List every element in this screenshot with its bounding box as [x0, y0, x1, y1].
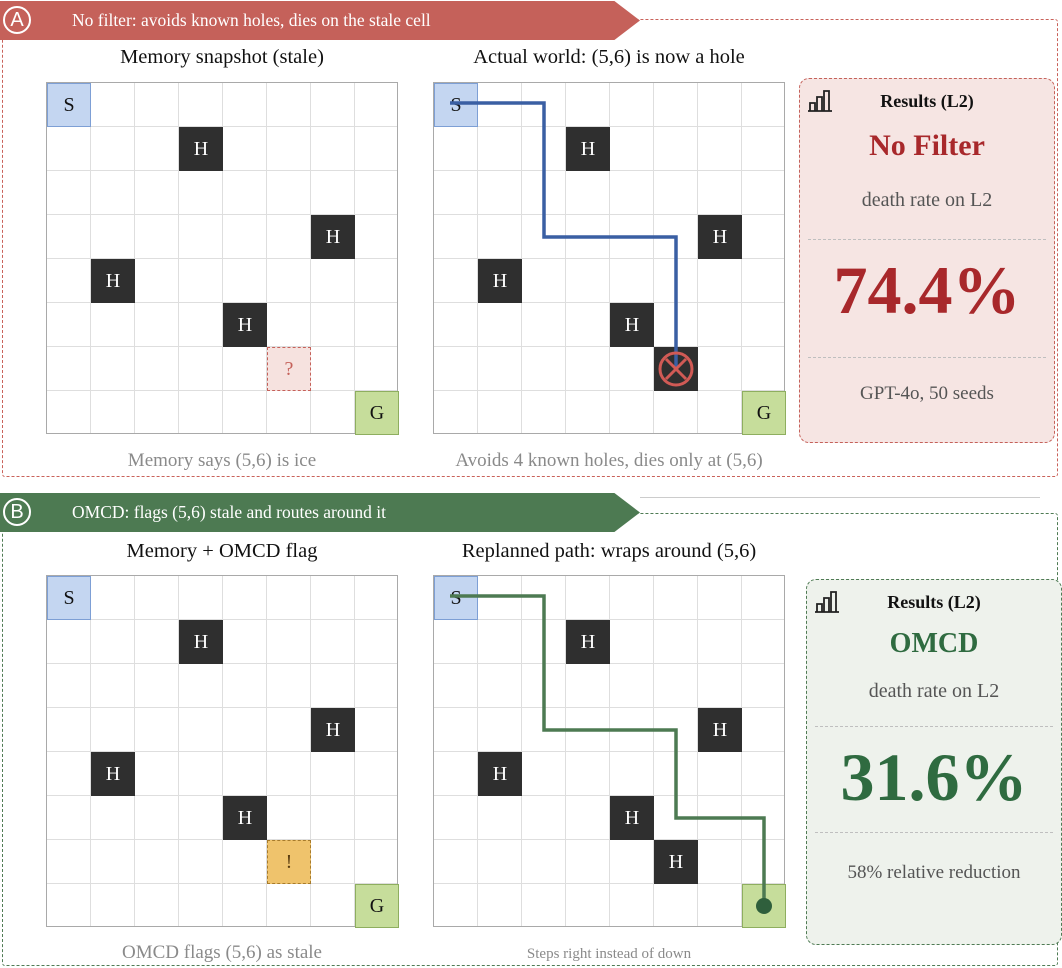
hole-cell: H	[179, 620, 223, 664]
panel-divider	[640, 497, 1040, 498]
results-footer: GPT-4o, 50 seeds	[860, 383, 994, 404]
results-heading: Results (L2)	[880, 91, 974, 111]
panel-a-memory-grid: S G H H H H?	[46, 82, 399, 435]
hole-cell: H	[223, 303, 267, 347]
panel-a-badge: A	[3, 6, 31, 34]
new-hole-cell: H	[654, 840, 698, 884]
bar-chart-icon	[808, 90, 832, 112]
hole-cell: H	[223, 796, 267, 840]
separator	[808, 239, 1046, 240]
hole-cell: H	[91, 259, 135, 303]
panel-b-left-title: Memory + OMCD flag	[126, 540, 318, 562]
method-name: No Filter	[869, 129, 985, 162]
goal-cell: G	[355, 391, 399, 435]
bar-chart-icon	[815, 591, 839, 613]
hole-cell: H	[610, 303, 654, 347]
agent-path-no-filter	[450, 101, 694, 387]
metric-subtitle: death rate on L2	[868, 680, 1000, 702]
panel-b-left-caption: OMCD flags (5,6) as stale	[122, 942, 322, 963]
hole-cell: H	[91, 752, 135, 796]
hole-cell: H	[610, 796, 654, 840]
panel-b-banner-text: OMCD: flags (5,6) stale and routes aroun…	[72, 502, 386, 522]
start-cell: S	[47, 576, 91, 620]
results-footer: 58% relative reduction	[847, 862, 1021, 883]
panel-a-banner-text: No filter: avoids known holes, dies on t…	[72, 10, 431, 30]
panel-a-left-title: Memory snapshot (stale)	[120, 46, 324, 68]
panel-b-banner: B OMCD: flags (5,6) stale and routes aro…	[0, 493, 640, 532]
death-rate-value: 74.4%	[833, 252, 1021, 328]
hole-cell: H	[478, 752, 522, 796]
hole-cell: H	[311, 215, 355, 259]
hole-cell: H	[698, 215, 742, 259]
panel-a-right-caption: Avoids 4 known holes, dies only at (5,6)	[455, 450, 763, 471]
hole-cell: H	[566, 127, 610, 171]
method-name: OMCD	[889, 628, 979, 659]
death-marker-icon	[658, 351, 694, 387]
panel-b-badge: B	[3, 498, 31, 526]
hole-cell: H	[179, 127, 223, 171]
hole-cell: H	[478, 259, 522, 303]
panel-b-results-card: Results (L2) OMCD death rate on L2 31.6%…	[806, 579, 1062, 945]
hole-cell: H	[698, 708, 742, 752]
hole-cell: H	[566, 620, 610, 664]
panel-a-right-title: Actual world: (5,6) is now a hole	[473, 46, 745, 68]
panel-b-memory-grid: S G H H H H!	[46, 575, 399, 928]
stale-flag-cell: !	[267, 840, 311, 884]
agent-path-omcd	[450, 594, 772, 914]
stale-cell-question: ?	[267, 347, 311, 391]
separator	[808, 357, 1046, 358]
panel-a-left-caption: Memory says (5,6) is ice	[127, 450, 317, 471]
goal-cell: G	[355, 884, 399, 928]
results-heading: Results (L2)	[887, 592, 981, 612]
death-rate-value: 31.6%	[840, 739, 1028, 815]
separator	[815, 726, 1053, 727]
separator	[815, 832, 1053, 833]
goal-reached-marker	[756, 898, 772, 914]
panel-b-right-title: Replanned path: wraps around (5,6)	[461, 540, 757, 562]
start-cell: S	[47, 83, 91, 127]
panel-b-replanned-grid: SGHHHHH	[433, 575, 786, 928]
metric-subtitle: death rate on L2	[861, 189, 993, 211]
panel-a-banner: A No filter: avoids known holes, dies on…	[0, 1, 640, 40]
hole-cell: H	[311, 708, 355, 752]
goal-cell: G	[742, 391, 786, 435]
panel-a-results-card: Results (L2) No Filter death rate on L2 …	[799, 78, 1055, 443]
panel-b-right-caption: Steps right instead of down	[526, 946, 692, 962]
